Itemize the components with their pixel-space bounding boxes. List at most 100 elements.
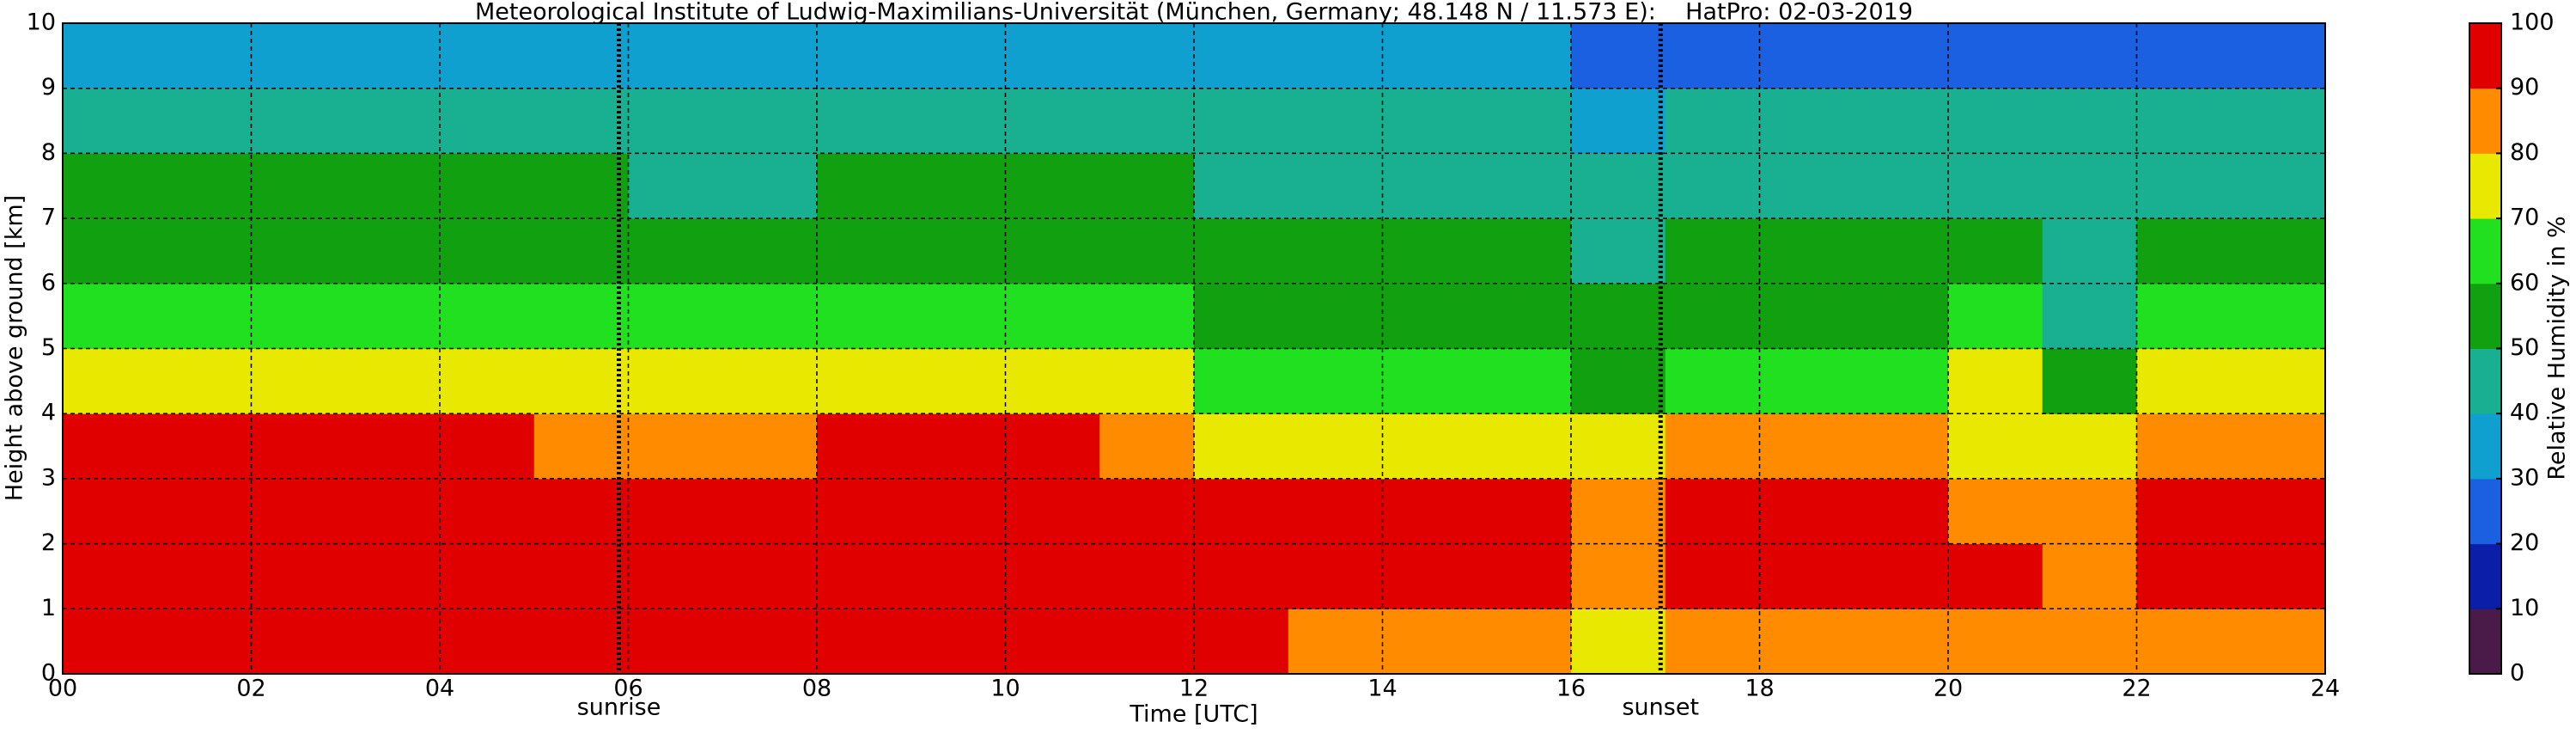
heatmap-cell [722,609,818,675]
heatmap-cell [1759,88,1854,154]
heatmap-cell [533,88,629,154]
heatmap-cell [722,478,818,545]
heatmap-cell [910,413,1006,480]
heatmap-cell [440,413,535,480]
x-tick-label: 04 [425,676,454,702]
heatmap-cell [628,413,723,480]
heatmap-cell [1194,153,1289,219]
heatmap-cell [1099,88,1195,154]
heatmap-cell [1571,543,1666,609]
heatmap-cell [1665,23,1760,89]
heatmap-cell [628,283,723,349]
heatmap-cell [1477,543,1572,609]
heatmap-cell [2136,478,2232,545]
heatmap-cell [1854,543,1949,609]
heatmap-cell [1571,218,1666,284]
x-tick-label: 08 [802,676,831,702]
heatmap-cell [1194,23,1289,89]
heatmap-cell [251,218,346,284]
heatmap-cell [156,478,252,545]
heatmap-cell [1665,413,1760,480]
heatmap-cell [1948,218,2043,284]
heatmap-cell [910,218,1006,284]
y-tick-label: 9 [41,74,56,101]
heatmap-cell [1382,283,1477,349]
heatmap-cell [1759,348,1854,414]
heatmap-cell [1665,153,1760,219]
heatmap-cell [2231,283,2326,349]
heatmap-cell [722,413,818,480]
heatmap-cell [156,88,252,154]
x-tick-label: 00 [48,676,77,702]
heatmap-cell [1382,413,1477,480]
heatmap-cell [1759,218,1854,284]
heatmap-cell [2136,218,2232,284]
heatmap-cell [1477,153,1572,219]
heatmap-cell [533,283,629,349]
heatmap-cell [2042,609,2137,675]
heatmap-cell [817,88,912,154]
heatmap-cell [533,478,629,545]
heatmap-cell [1948,348,2043,414]
heatmap-cell [1571,23,1666,89]
x-tick-label: 12 [1179,676,1209,702]
heatmap-cell [1948,88,2043,154]
heatmap-cell [63,283,158,349]
heatmap-cell [533,543,629,609]
heatmap-cell [251,609,346,675]
heatmap-cell [440,348,535,414]
heatmap-cell [1005,88,1100,154]
heatmap-cell [817,348,912,414]
heatmap-cell [2231,348,2326,414]
colorbar-tick-label: 80 [2510,139,2539,166]
heatmap-cell [817,478,912,545]
heatmap-cell [1665,609,1760,675]
heatmap-cell [1759,413,1854,480]
heatmap-cell [910,153,1006,219]
heatmap-cell [2136,283,2232,349]
heatmap-cell [1288,543,1383,609]
heatmap-cell [1005,413,1100,480]
heatmap-cell [440,23,535,89]
heatmap-cell [2231,543,2326,609]
x-tick-label: 14 [1367,676,1397,702]
heatmap-cell [345,413,441,480]
x-tick-label: 02 [236,676,265,702]
heatmap-cell [1477,348,1572,414]
heatmap-cell [1854,153,1949,219]
heatmap-cell [2231,88,2326,154]
colorbar-tick-label: 10 [2510,595,2539,621]
heatmap-cell [2042,23,2137,89]
heatmap-cell [817,153,912,219]
heatmap-cell [1099,609,1195,675]
heatmap-cell [1854,413,1949,480]
heatmap-cell [910,283,1006,349]
heatmap-cell [1382,543,1477,609]
y-tick-label: 6 [41,269,56,296]
heatmap-cell [2042,153,2137,219]
heatmap-cell [1854,348,1949,414]
heatmap-cell [345,609,441,675]
heatmap-cell [1665,218,1760,284]
heatmap-cell [1099,478,1195,545]
heatmap-cell [345,348,441,414]
heatmap-cell [722,88,818,154]
heatmap-cell [1288,153,1383,219]
heatmap-cell [628,23,723,89]
colorbar-segment [2469,478,2501,545]
heatmap-cell [2136,153,2232,219]
heatmap-cell [345,478,441,545]
heatmap-cell [1571,609,1666,675]
heatmap-cell [1854,283,1949,349]
y-tick-label: 10 [27,9,56,36]
heatmap-cell [156,609,252,675]
heatmap-cell [440,478,535,545]
heatmap-cell [251,153,346,219]
heatmap-cell [910,23,1006,89]
heatmap-cell [2231,218,2326,284]
heatmap-cell [628,609,723,675]
heatmap-cell [1194,348,1289,414]
chart-title: Meteorological Institute of Ludwig-Maxim… [475,0,1913,26]
heatmap-cell [1288,413,1383,480]
